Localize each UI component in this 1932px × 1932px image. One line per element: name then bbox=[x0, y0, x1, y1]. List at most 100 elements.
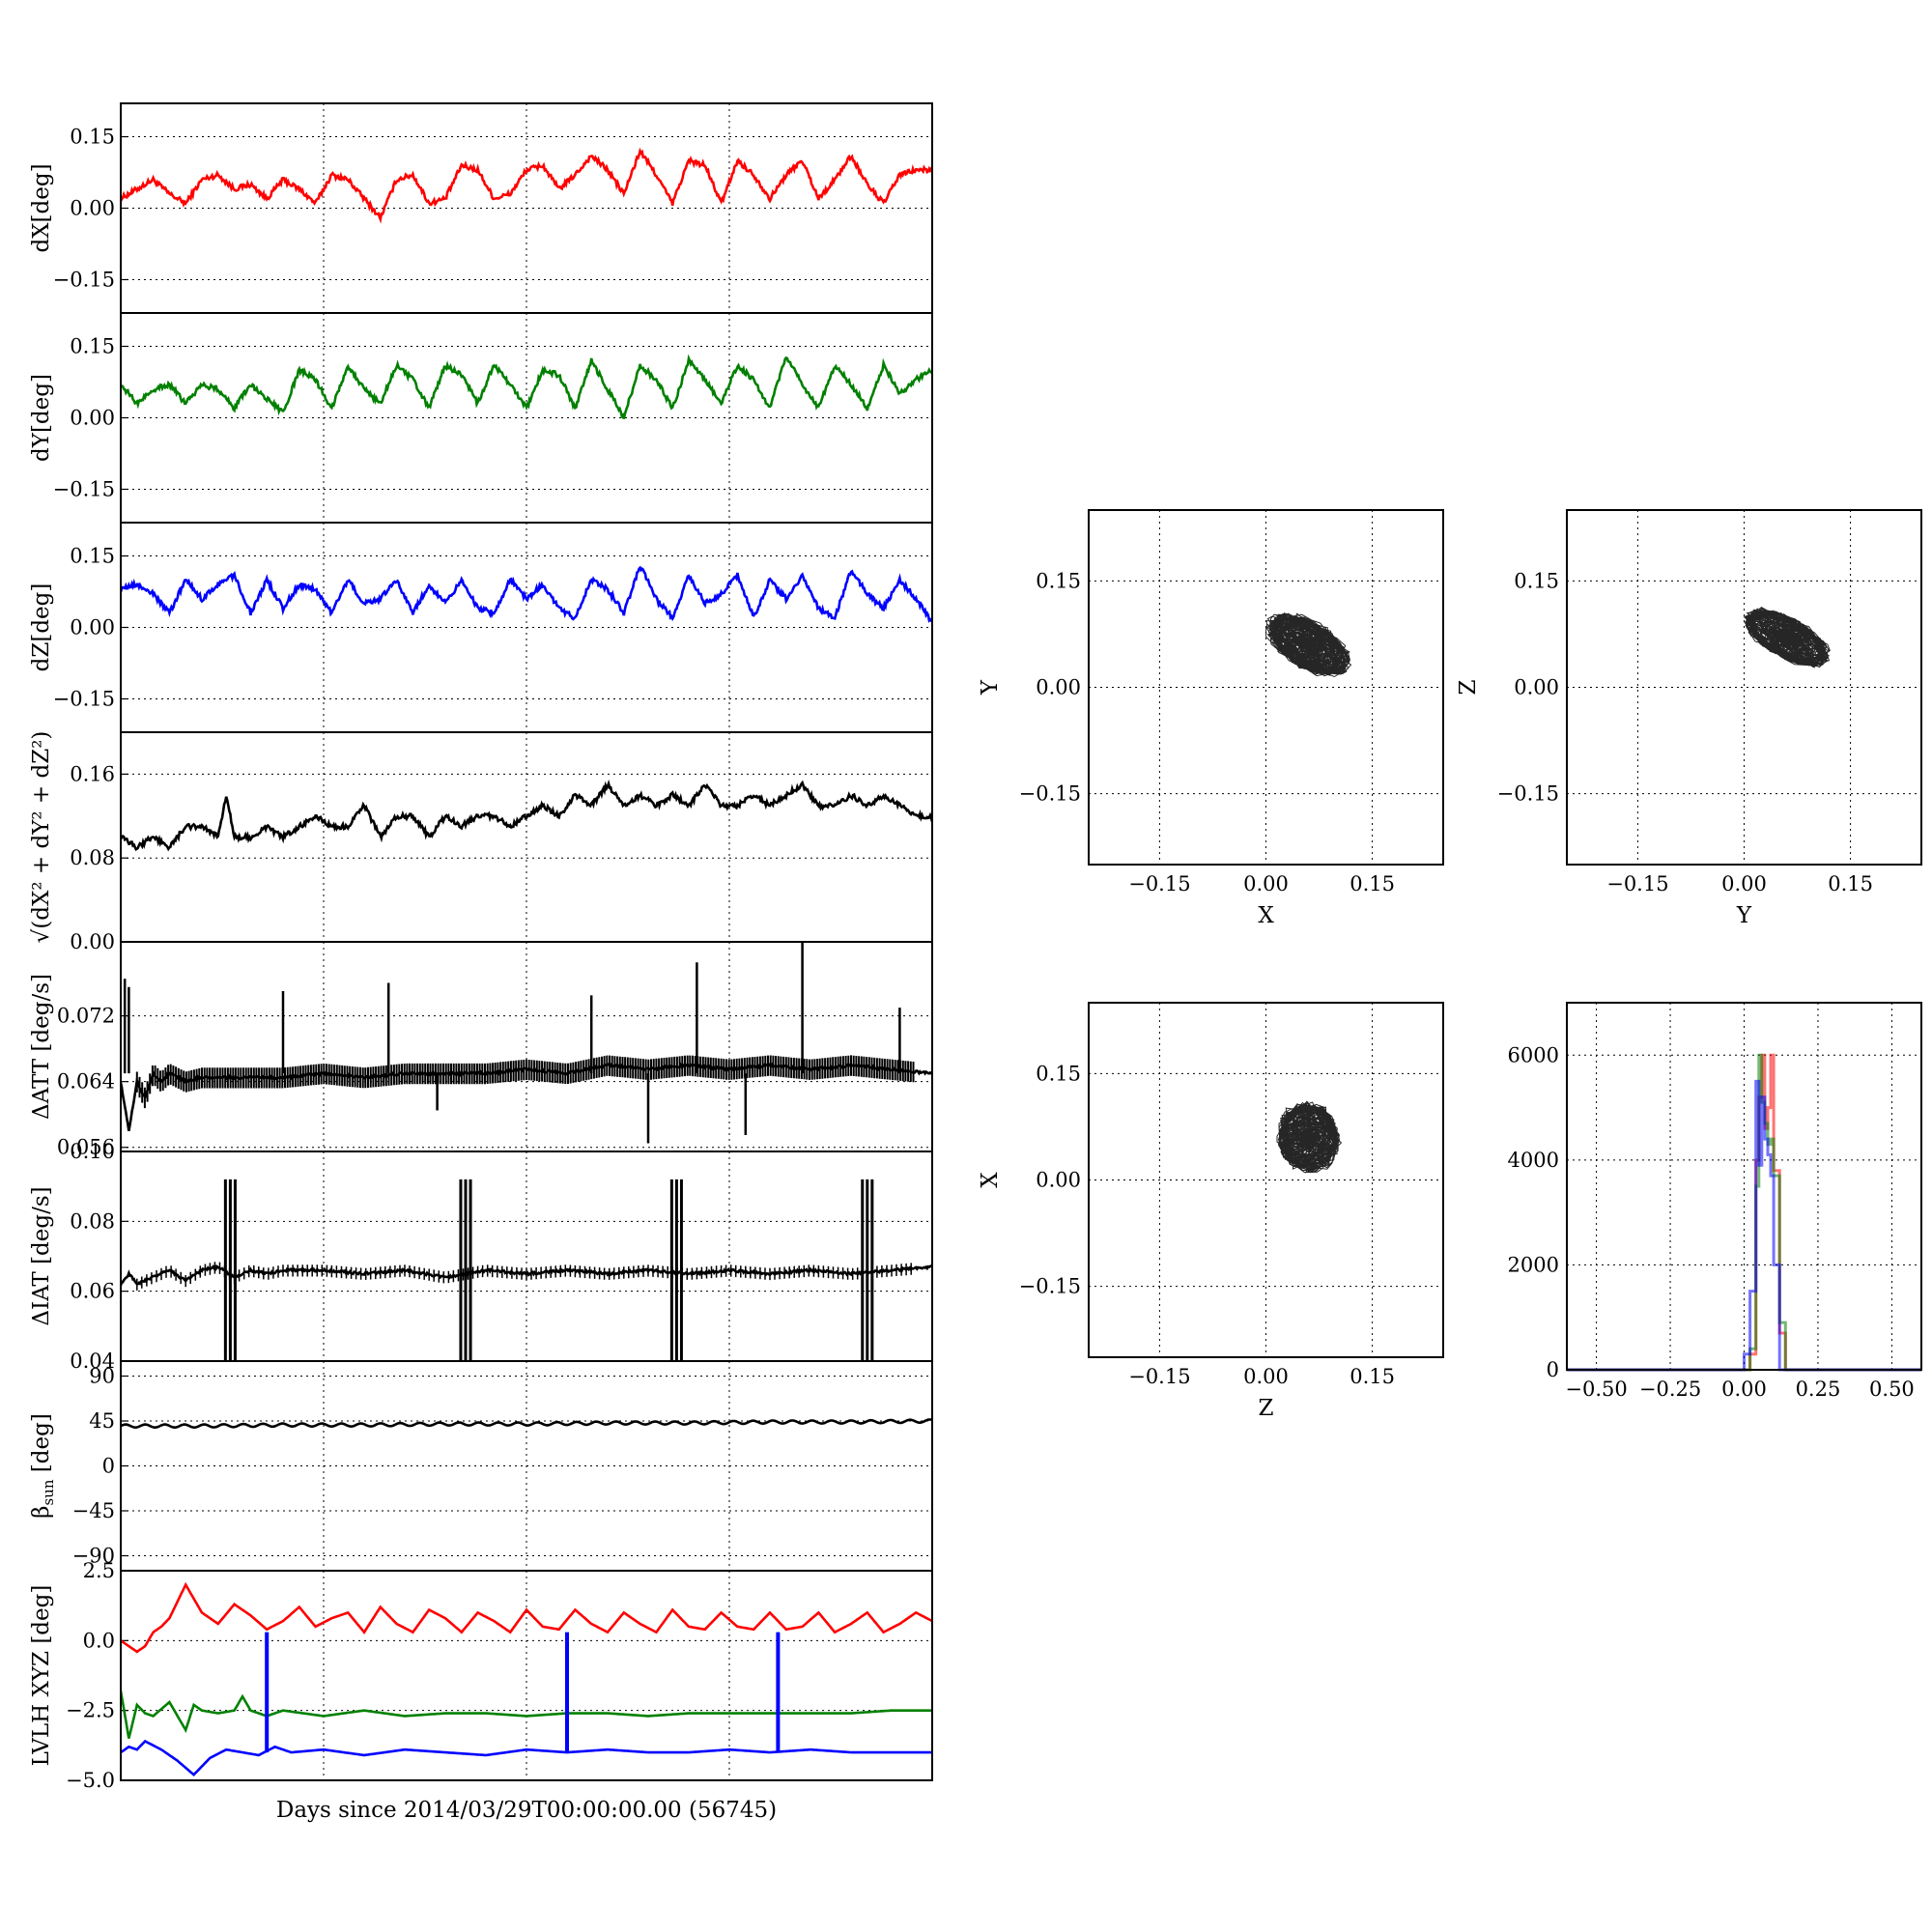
y-tick-label: −90 bbox=[72, 1545, 115, 1568]
x-tick-label: −0.25 bbox=[1639, 1378, 1701, 1401]
panel-dATT bbox=[120, 941, 933, 1152]
y-tick-label: 0.04 bbox=[70, 1350, 115, 1373]
series-line bbox=[121, 565, 932, 623]
axes-frame bbox=[1566, 1002, 1922, 1371]
panel-dZ bbox=[120, 522, 933, 733]
y-axis-label: √(dX² + dY² + dZ²) bbox=[29, 731, 54, 944]
panel-ZX bbox=[1088, 1002, 1444, 1358]
x-tick-label: −0.15 bbox=[1128, 1365, 1190, 1388]
panel-dX bbox=[120, 102, 933, 314]
y-tick-label: 0.16 bbox=[70, 762, 115, 785]
y-axis-label: dZ[deg] bbox=[29, 583, 54, 672]
y-tick-label: 0.10 bbox=[70, 1140, 115, 1163]
x-axis-label: Z bbox=[1259, 1396, 1274, 1421]
x-axis-label: Y bbox=[1736, 903, 1752, 928]
x-tick-label: 0.00 bbox=[1721, 872, 1767, 895]
y-axis-label: ΔATT [deg/s] bbox=[29, 974, 54, 1120]
y-tick-label: 0.072 bbox=[57, 1005, 115, 1028]
x-tick-label: 0.15 bbox=[1350, 1365, 1395, 1388]
panel-lvlh bbox=[120, 1570, 933, 1781]
axes-frame bbox=[1088, 509, 1444, 866]
x-tick-label: 0.15 bbox=[1350, 872, 1395, 895]
y-axis-label: Z bbox=[1456, 679, 1481, 695]
series-line bbox=[121, 1581, 932, 1654]
series-line bbox=[121, 354, 932, 419]
axes-frame bbox=[1566, 509, 1922, 866]
y-axis-label: ΔIAT [deg/s] bbox=[29, 1186, 54, 1325]
x-tick-label: −0.15 bbox=[1128, 872, 1190, 895]
series-line bbox=[121, 1690, 932, 1739]
x-tick-label: 0.00 bbox=[1721, 1378, 1767, 1401]
y-tick-label: 0 bbox=[102, 1455, 115, 1478]
oscillation-band bbox=[136, 1262, 912, 1291]
y-tick-label: 0.00 bbox=[70, 197, 115, 220]
panel-histogram bbox=[1566, 1002, 1922, 1372]
y-tick-label: 90 bbox=[89, 1365, 115, 1388]
panel-dY bbox=[120, 312, 933, 524]
y-tick-label: 0.15 bbox=[70, 126, 115, 149]
panel-norm: √(dX² + dY² + dZ²) bbox=[29, 731, 933, 944]
y-tick-label: 0.08 bbox=[70, 846, 115, 869]
series-line bbox=[121, 779, 932, 852]
y-tick-label: 0.08 bbox=[70, 1209, 115, 1233]
y-tick-label: 2.5 bbox=[83, 1559, 115, 1582]
series-line bbox=[121, 1418, 932, 1429]
oscillation-band bbox=[135, 1055, 915, 1109]
x-tick-label: 0.00 bbox=[1243, 1365, 1289, 1388]
y-tick-label: 0.00 bbox=[1036, 676, 1081, 699]
y-axis-label: dX[deg] bbox=[29, 163, 54, 252]
y-tick-label: 0.15 bbox=[70, 545, 115, 568]
y-tick-label: 2000 bbox=[1508, 1253, 1559, 1276]
y-tick-label: 0.15 bbox=[1036, 569, 1081, 592]
y-tick-label: 0.00 bbox=[70, 930, 115, 953]
axes-frame bbox=[1088, 1002, 1444, 1358]
x-axis-label: X bbox=[1258, 903, 1274, 928]
y-tick-label: 0.15 bbox=[70, 335, 115, 358]
y-tick-label: 6000 bbox=[1508, 1043, 1559, 1066]
y-axis-label: dY[deg] bbox=[29, 374, 54, 462]
panel-XY bbox=[1088, 509, 1444, 866]
y-axis-label: Y bbox=[978, 679, 1003, 696]
y-tick-label: −0.15 bbox=[1497, 782, 1559, 806]
x-axis-label: Days since 2014/03/29T00:00:00.00 (56745… bbox=[276, 1798, 777, 1823]
x-tick-label: −0.15 bbox=[1606, 872, 1668, 895]
y-tick-label: 0.15 bbox=[1514, 569, 1559, 592]
y-tick-label: 0.00 bbox=[70, 616, 115, 639]
x-tick-label: 0.25 bbox=[1796, 1378, 1841, 1401]
histogram-step bbox=[1567, 1079, 1921, 1372]
y-tick-label: −2.5 bbox=[66, 1699, 115, 1722]
y-axis-label: βsun [deg] bbox=[29, 1413, 57, 1519]
y-tick-label: −5.0 bbox=[66, 1769, 115, 1792]
panel-beta: βsun [deg] bbox=[29, 1360, 933, 1572]
y-tick-label: 45 bbox=[89, 1409, 115, 1433]
x-tick-label: 0.50 bbox=[1869, 1378, 1915, 1401]
y-tick-label: −0.15 bbox=[1019, 782, 1081, 806]
y-tick-label: 0.00 bbox=[70, 407, 115, 430]
panel-dIAT bbox=[120, 1151, 933, 1362]
y-tick-label: −0.15 bbox=[1019, 1275, 1081, 1298]
x-tick-label: 0.15 bbox=[1828, 872, 1873, 895]
y-tick-label: −0.15 bbox=[53, 268, 115, 291]
trajectory-line bbox=[1276, 1100, 1343, 1174]
y-tick-label: 0.06 bbox=[70, 1280, 115, 1303]
trajectory-line bbox=[1743, 606, 1831, 668]
y-tick-label: 0.064 bbox=[57, 1070, 115, 1094]
y-axis-label: LVLH XYZ [deg] bbox=[29, 1585, 54, 1767]
y-tick-label: −0.15 bbox=[53, 687, 115, 710]
y-tick-label: 0.0 bbox=[83, 1629, 115, 1652]
trajectory-line bbox=[1265, 612, 1352, 678]
y-tick-label: −45 bbox=[72, 1499, 115, 1522]
y-tick-label: 0.00 bbox=[1036, 1169, 1081, 1192]
y-axis-label: X bbox=[978, 1172, 1003, 1188]
y-tick-label: 0.00 bbox=[1514, 676, 1559, 699]
y-tick-label: −0.15 bbox=[53, 477, 115, 500]
y-tick-label: 0.056 bbox=[57, 1136, 115, 1159]
series-line bbox=[121, 147, 932, 224]
axes-frame bbox=[120, 1570, 933, 1781]
y-tick-label: 4000 bbox=[1508, 1149, 1559, 1172]
y-tick-label: 0.15 bbox=[1036, 1062, 1081, 1085]
y-tick-label: 0 bbox=[1547, 1358, 1559, 1381]
panel-YZ bbox=[1566, 509, 1922, 866]
x-tick-label: 0.00 bbox=[1243, 872, 1289, 895]
